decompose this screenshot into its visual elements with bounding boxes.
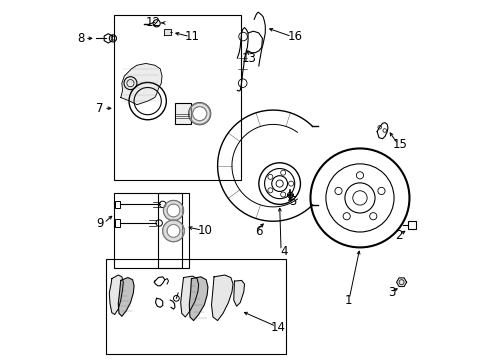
Text: 16: 16: [286, 30, 302, 43]
Text: 11: 11: [184, 30, 200, 43]
Text: 2: 2: [394, 229, 402, 242]
Polygon shape: [163, 201, 183, 221]
Text: 4: 4: [280, 245, 287, 258]
Polygon shape: [211, 275, 233, 320]
Polygon shape: [396, 278, 406, 287]
Text: 6: 6: [255, 225, 262, 238]
Bar: [407, 221, 415, 229]
Text: 5: 5: [288, 195, 296, 208]
Text: 14: 14: [270, 320, 285, 333]
Polygon shape: [163, 220, 184, 242]
Polygon shape: [188, 103, 210, 125]
Text: 10: 10: [197, 224, 212, 237]
Polygon shape: [180, 276, 198, 317]
Text: 13: 13: [241, 51, 256, 64]
Text: 1: 1: [344, 294, 351, 307]
Polygon shape: [121, 63, 162, 105]
Bar: [175, 103, 190, 124]
Text: 7: 7: [96, 102, 103, 115]
Polygon shape: [163, 30, 171, 35]
Bar: [113, 193, 182, 268]
Bar: [113, 15, 241, 180]
Text: 15: 15: [392, 138, 407, 150]
Text: 12: 12: [145, 17, 160, 30]
Bar: [106, 259, 285, 354]
Polygon shape: [189, 277, 207, 320]
Bar: [115, 201, 120, 208]
Text: 8: 8: [78, 32, 85, 45]
Polygon shape: [118, 278, 134, 316]
Text: 3: 3: [387, 287, 394, 300]
Polygon shape: [233, 280, 244, 306]
Bar: [115, 220, 120, 226]
Text: 9: 9: [96, 216, 103, 230]
Polygon shape: [109, 275, 123, 315]
Bar: [158, 193, 188, 268]
